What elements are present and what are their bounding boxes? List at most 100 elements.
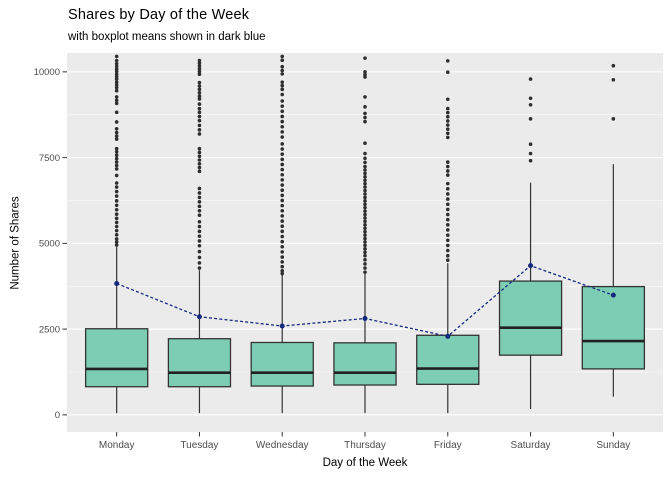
chart-subtitle: with boxplot means shown in dark blue xyxy=(68,31,266,43)
outlier-point xyxy=(445,187,450,191)
outlier-point xyxy=(280,268,285,273)
outlier-point xyxy=(114,207,119,212)
box-monday xyxy=(84,328,149,388)
outlier-point xyxy=(280,162,285,167)
outlier-point xyxy=(445,197,450,201)
outlier-point xyxy=(363,253,367,258)
outlier-point xyxy=(445,223,450,227)
outlier-point xyxy=(280,119,285,124)
outlier-point xyxy=(197,158,202,162)
outlier-point xyxy=(280,99,285,103)
outlier-point xyxy=(114,80,119,84)
outlier-point xyxy=(363,95,367,99)
box-friday xyxy=(416,334,480,385)
outlier-point xyxy=(363,236,367,241)
outlier-point xyxy=(445,131,450,136)
outlier-point xyxy=(363,202,367,207)
y-tick-label: 7500 xyxy=(39,153,60,164)
outlier-point xyxy=(280,147,285,151)
outlier-point xyxy=(280,234,285,239)
outlier-point xyxy=(363,226,367,231)
outlier-point xyxy=(445,258,450,262)
outlier-point xyxy=(445,202,450,207)
box-saturday xyxy=(498,280,563,356)
outlier-point xyxy=(114,224,119,229)
outlier-point xyxy=(363,188,367,193)
x-axis-title: Day of the Week xyxy=(322,457,408,469)
outlier-point xyxy=(197,123,202,128)
y-axis-title: Number of Shares xyxy=(9,196,22,290)
outlier-point xyxy=(197,169,202,174)
outlier-point xyxy=(363,171,367,176)
outlier-point xyxy=(197,224,202,229)
outlier-point xyxy=(528,151,533,156)
outlier-point xyxy=(197,66,202,71)
outlier-point xyxy=(114,153,119,158)
outlier-point xyxy=(445,253,450,258)
outlier-point xyxy=(197,87,202,92)
outlier-point xyxy=(114,88,119,93)
outlier-point xyxy=(197,161,202,166)
outlier-point xyxy=(280,188,285,192)
outlier-point xyxy=(280,239,285,244)
outlier-point xyxy=(280,183,285,187)
outlier-point xyxy=(363,212,367,217)
outlier-point xyxy=(363,105,367,109)
outlier-point xyxy=(197,234,202,238)
outlier-point xyxy=(363,209,367,213)
outlier-point xyxy=(197,61,202,66)
outlier-point xyxy=(363,115,367,120)
outlier-point xyxy=(114,163,119,168)
outlier-point xyxy=(363,219,367,224)
outlier-point xyxy=(363,111,367,116)
outlier-point xyxy=(363,229,367,234)
x-tick-label: Saturday xyxy=(511,440,551,451)
outlier-point xyxy=(280,157,285,162)
outlier-point xyxy=(197,69,202,74)
outlier-point xyxy=(363,192,367,196)
outlier-point xyxy=(114,120,119,124)
outlier-point xyxy=(445,106,450,111)
outlier-point xyxy=(363,216,367,220)
outlier-point xyxy=(197,106,202,111)
outlier-point xyxy=(280,104,285,108)
y-tick-label: 5000 xyxy=(39,239,60,250)
outlier-point xyxy=(280,224,285,229)
outlier-point xyxy=(528,117,533,121)
outlier-point xyxy=(445,192,450,196)
outlier-point xyxy=(197,208,202,213)
outlier-point xyxy=(280,87,285,92)
outlier-point xyxy=(280,178,285,182)
outlier-point xyxy=(445,59,450,63)
outlier-point xyxy=(445,173,450,177)
outlier-point xyxy=(280,92,285,97)
outlier-point xyxy=(114,160,119,164)
outlier-point xyxy=(363,151,367,156)
outlier-point xyxy=(445,169,450,173)
outlier-point xyxy=(197,249,202,254)
outlier-point xyxy=(280,130,285,134)
y-tick-label: 2500 xyxy=(39,324,60,335)
outlier-point xyxy=(280,229,285,234)
outlier-point xyxy=(363,56,367,60)
outlier-point xyxy=(363,195,367,200)
outlier-point xyxy=(528,158,533,163)
outlier-point xyxy=(280,109,285,114)
outlier-point xyxy=(445,181,450,186)
mean-point xyxy=(196,314,202,320)
x-tick-label: Friday xyxy=(434,440,462,451)
outlier-point xyxy=(280,271,285,276)
outlier-point xyxy=(363,119,367,124)
outlier-point xyxy=(197,114,202,119)
outlier-point xyxy=(114,58,119,63)
outlier-point xyxy=(114,98,119,103)
outlier-point xyxy=(280,214,285,218)
outlier-point xyxy=(363,250,367,255)
outlier-point xyxy=(197,186,202,191)
outlier-point xyxy=(280,80,285,84)
outlier-point xyxy=(280,58,285,63)
outlier-point xyxy=(363,233,367,237)
outlier-point xyxy=(445,228,450,232)
